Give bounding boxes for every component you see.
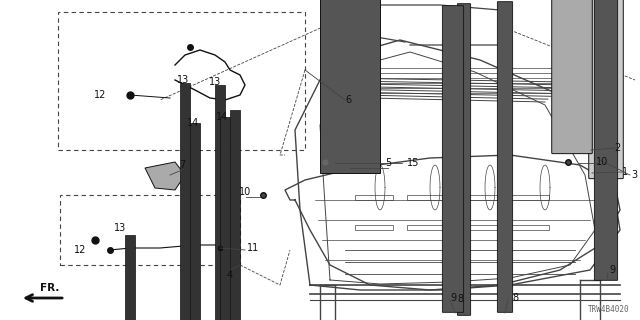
FancyBboxPatch shape bbox=[552, 0, 592, 154]
Bar bbox=[125, 235, 135, 320]
Text: 4: 4 bbox=[227, 270, 233, 280]
Polygon shape bbox=[145, 162, 185, 190]
Text: 9: 9 bbox=[609, 265, 615, 275]
Text: 5: 5 bbox=[385, 158, 391, 168]
Text: 3: 3 bbox=[631, 170, 637, 180]
Text: 9: 9 bbox=[450, 293, 456, 303]
FancyBboxPatch shape bbox=[589, 0, 623, 179]
Text: 10: 10 bbox=[239, 187, 251, 197]
Text: 11: 11 bbox=[247, 243, 259, 253]
Bar bbox=[407, 225, 445, 230]
Bar bbox=[320, 0, 380, 173]
Bar bbox=[459, 225, 497, 230]
Bar bbox=[511, 195, 549, 200]
Bar bbox=[190, 123, 200, 320]
Text: 13: 13 bbox=[209, 77, 221, 87]
Text: 10: 10 bbox=[596, 157, 608, 167]
Text: TRW4B4020: TRW4B4020 bbox=[588, 306, 630, 315]
Text: 14: 14 bbox=[187, 118, 199, 128]
Text: 13: 13 bbox=[177, 75, 189, 85]
Text: 1: 1 bbox=[622, 167, 628, 177]
Bar bbox=[355, 195, 393, 200]
Bar bbox=[220, 117, 230, 320]
FancyBboxPatch shape bbox=[595, 0, 618, 280]
Bar bbox=[58, 12, 305, 150]
Text: 8: 8 bbox=[457, 294, 463, 304]
Text: 6: 6 bbox=[345, 95, 351, 105]
FancyBboxPatch shape bbox=[442, 6, 463, 312]
FancyBboxPatch shape bbox=[497, 2, 513, 312]
Text: 14: 14 bbox=[216, 112, 228, 122]
Text: 7: 7 bbox=[179, 160, 185, 170]
Bar bbox=[215, 85, 225, 320]
Text: FR.: FR. bbox=[40, 283, 60, 293]
Bar bbox=[230, 110, 240, 320]
Text: 13: 13 bbox=[114, 223, 126, 233]
FancyBboxPatch shape bbox=[458, 4, 470, 315]
Text: 15: 15 bbox=[407, 158, 419, 168]
Bar bbox=[459, 195, 497, 200]
Text: 2: 2 bbox=[614, 143, 620, 153]
Text: 8: 8 bbox=[512, 293, 518, 303]
Bar bbox=[180, 83, 190, 320]
Bar bbox=[60, 195, 240, 265]
Text: 12: 12 bbox=[74, 245, 86, 255]
Bar bbox=[511, 225, 549, 230]
Bar bbox=[355, 225, 393, 230]
Bar bbox=[407, 195, 445, 200]
Text: 12: 12 bbox=[94, 90, 106, 100]
